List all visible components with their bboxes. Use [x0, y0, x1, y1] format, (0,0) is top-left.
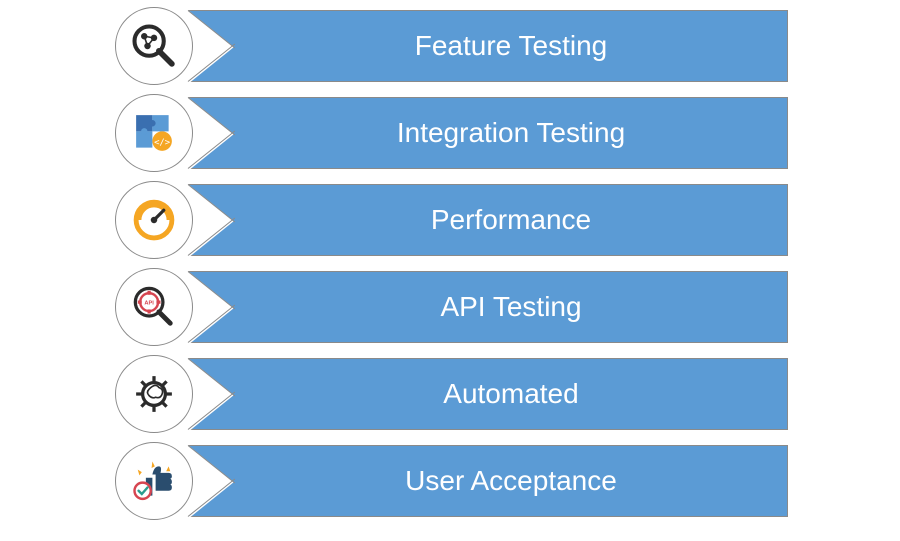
gear-brain-icon — [128, 368, 180, 420]
row-user-acceptance: User Acceptance — [120, 445, 720, 517]
row-api-testing: API API Testing — [120, 271, 720, 343]
integration-testing-label: Integration Testing — [397, 117, 625, 149]
row-integration-testing: </> Integration Testing — [120, 97, 720, 169]
user-acceptance-label: User Acceptance — [405, 465, 617, 497]
api-testing-bar: API Testing — [188, 271, 788, 343]
performance-label: Performance — [431, 204, 591, 236]
thumbs-up-check-icon — [128, 455, 180, 507]
automated-bar: Automated — [188, 358, 788, 430]
performance-icon-circle — [115, 181, 193, 259]
user-acceptance-bar: User Acceptance — [188, 445, 788, 517]
api-magnifier-icon: API — [128, 281, 180, 333]
feature-testing-icon-circle — [115, 7, 193, 85]
integration-testing-bar: Integration Testing — [188, 97, 788, 169]
svg-text:API: API — [144, 301, 154, 307]
api-testing-icon-circle: API — [115, 268, 193, 346]
feature-testing-bar: Feature Testing — [188, 10, 788, 82]
magnifier-nodes-icon — [128, 20, 180, 72]
gauge-icon — [128, 194, 180, 246]
api-testing-label: API Testing — [440, 291, 581, 323]
feature-testing-label: Feature Testing — [415, 30, 608, 62]
automated-icon-circle — [115, 355, 193, 433]
puzzle-code-icon: </> — [128, 107, 180, 159]
row-automated: Automated — [120, 358, 720, 430]
performance-bar: Performance — [188, 184, 788, 256]
automated-label: Automated — [443, 378, 578, 410]
svg-text:</>: </> — [154, 138, 170, 148]
integration-testing-icon-circle: </> — [115, 94, 193, 172]
row-performance: Performance — [120, 184, 720, 256]
row-feature-testing: Feature Testing — [120, 10, 720, 82]
user-acceptance-icon-circle — [115, 442, 193, 520]
testing-types-infographic: Feature Testing </> Integration Testing — [0, 0, 900, 541]
